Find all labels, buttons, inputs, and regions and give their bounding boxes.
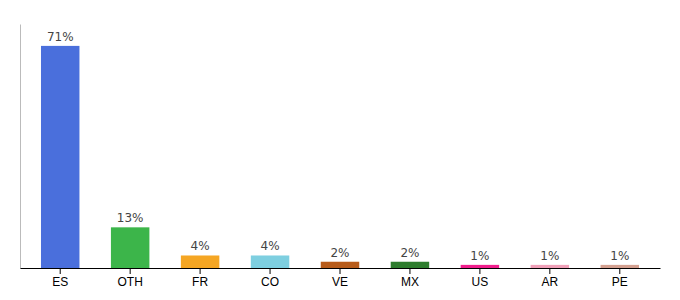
x-tick-mark: [340, 268, 341, 274]
bar: [391, 262, 429, 268]
x-tick: ES: [52, 268, 68, 289]
x-tick-mark: [409, 268, 410, 274]
x-tick-mark: [200, 268, 201, 274]
x-tick-label: VE: [332, 275, 348, 289]
bar: [41, 46, 79, 268]
bar: [461, 265, 499, 268]
y-axis-line: [20, 25, 21, 269]
bars: [41, 46, 639, 268]
x-tick: CO: [261, 268, 279, 289]
x-tick-mark: [619, 268, 620, 274]
y-axis: [20, 25, 21, 269]
data-label: 4%: [261, 239, 280, 253]
x-tick: OTH: [117, 268, 142, 289]
x-tick: MX: [401, 268, 419, 289]
data-label: 71%: [47, 30, 74, 44]
x-tick-label: ES: [52, 275, 68, 289]
x-tick-label: OTH: [117, 275, 142, 289]
x-tick-label: MX: [401, 275, 419, 289]
data-label: 1%: [470, 249, 489, 263]
x-tick-label: CO: [261, 275, 279, 289]
x-tick-mark: [479, 268, 480, 274]
chart: ES OTH FR CO VE MX US AR PE 71% 13% 4% 4% 2% 2% 1% 1% 1%: [0, 0, 680, 300]
x-tick: VE: [332, 268, 348, 289]
plot: ES OTH FR CO VE MX US AR PE 71% 13% 4% 4% 2% 2% 1% 1% 1%: [21, 25, 661, 289]
x-tick-mark: [549, 268, 550, 274]
x-tick: FR: [192, 268, 208, 289]
x-tick-label: US: [472, 275, 489, 289]
data-label: 1%: [610, 249, 629, 263]
x-tick-mark: [270, 268, 271, 274]
x-tick-label: AR: [542, 275, 559, 289]
bar: [181, 255, 219, 268]
x-tick-mark: [130, 268, 131, 274]
data-label: 2%: [330, 246, 349, 260]
x-tick-mark: [60, 268, 61, 274]
x-axis: ES OTH FR CO VE MX US AR PE: [21, 268, 661, 289]
data-label: 1%: [540, 249, 559, 263]
data-label: 2%: [400, 246, 419, 260]
x-tick-label: PE: [612, 275, 628, 289]
data-labels: 71% 13% 4% 4% 2% 2% 1% 1% 1%: [47, 30, 629, 263]
bar: [111, 227, 149, 268]
data-label: 13%: [117, 211, 144, 225]
x-tick: AR: [542, 268, 559, 289]
x-tick: US: [472, 268, 489, 289]
x-tick: PE: [612, 268, 628, 289]
bar: [531, 265, 569, 268]
bar: [601, 265, 639, 268]
bar: [321, 262, 359, 268]
bar: [251, 255, 289, 268]
x-tick-label: FR: [192, 275, 208, 289]
data-label: 4%: [191, 239, 210, 253]
